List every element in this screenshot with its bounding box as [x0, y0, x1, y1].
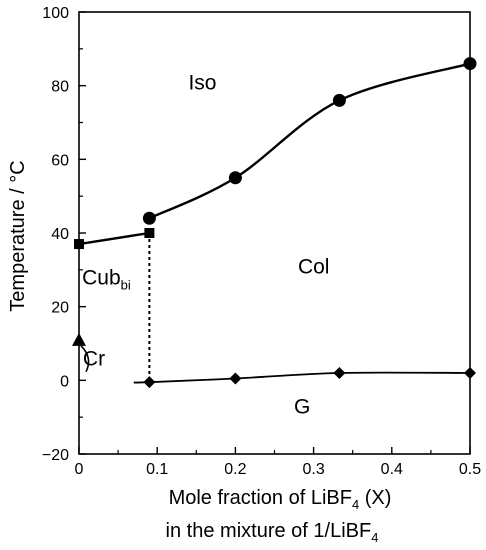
region-label-text: G	[294, 395, 310, 418]
x-axis-label-line2-subscript: 4	[371, 530, 378, 545]
region-label-text: Iso	[188, 71, 216, 94]
circle-marker	[332, 93, 346, 107]
region-label-subscript: bi	[121, 278, 131, 293]
circle-marker	[142, 211, 156, 225]
y-axis-label: Temperature / °C	[7, 160, 29, 311]
x-axis-label-line2: in the mixture of 1/LiBF4	[166, 520, 379, 545]
x-tick-label: 0.4	[381, 461, 403, 478]
region-label-text: Col	[298, 256, 330, 279]
x-axis-label-line1: Mole fraction of LiBF4 (X)	[169, 487, 392, 512]
x-tick-label: 0	[75, 461, 84, 478]
square-marker	[144, 228, 155, 238]
region-label-cub: Cubbi	[82, 267, 131, 293]
x-tick-label: 0.2	[224, 461, 246, 478]
region-label-iso: Iso	[188, 71, 216, 94]
y-tick-label: 20	[51, 300, 69, 317]
x-axis-label-line2-main: in the mixture of 1/LiBF	[166, 520, 372, 542]
region-label-cr: Cr	[83, 348, 105, 371]
cub-iso-boundary-line	[78, 231, 150, 246]
x-tick-label: 0.3	[302, 461, 324, 478]
y-tick-label: 0	[60, 373, 69, 390]
diamond-marker	[333, 366, 346, 379]
x-tick-label: 0.1	[146, 461, 168, 478]
diamond-marker	[229, 372, 242, 385]
y-tick-label: 100	[42, 5, 69, 22]
region-label-col: Col	[298, 256, 330, 279]
plot-layer: Iso Col Cubbi Cr G	[72, 57, 477, 418]
glass-transition-line	[133, 371, 471, 384]
y-tick-label: −20	[42, 447, 69, 464]
region-label-g: G	[294, 395, 310, 418]
y-tick-label: 40	[51, 226, 69, 243]
diamond-marker	[143, 376, 156, 389]
region-label-text: Cr	[83, 348, 105, 371]
circle-marker	[228, 171, 242, 185]
axes-layer: 0 0.1 0.2 0.3 0.4 0.5 −20 0 20 40 60 80 100	[42, 5, 481, 478]
labels-layer: Temperature / °C Mole fraction of LiBF4 …	[7, 160, 391, 545]
region-label-text: Cub	[82, 267, 121, 290]
x-axis-label-subscript: 4	[352, 497, 359, 512]
x-axis-label-tail: (X)	[359, 487, 391, 509]
y-tick-label: 80	[51, 79, 69, 96]
x-tick-label: 0.5	[459, 461, 481, 478]
col-iso-boundary-line	[148, 62, 471, 220]
cr-boundary-arc	[80, 345, 90, 373]
y-tick-label: 60	[51, 152, 69, 169]
x-axis-label-main: Mole fraction of LiBF	[169, 487, 352, 509]
